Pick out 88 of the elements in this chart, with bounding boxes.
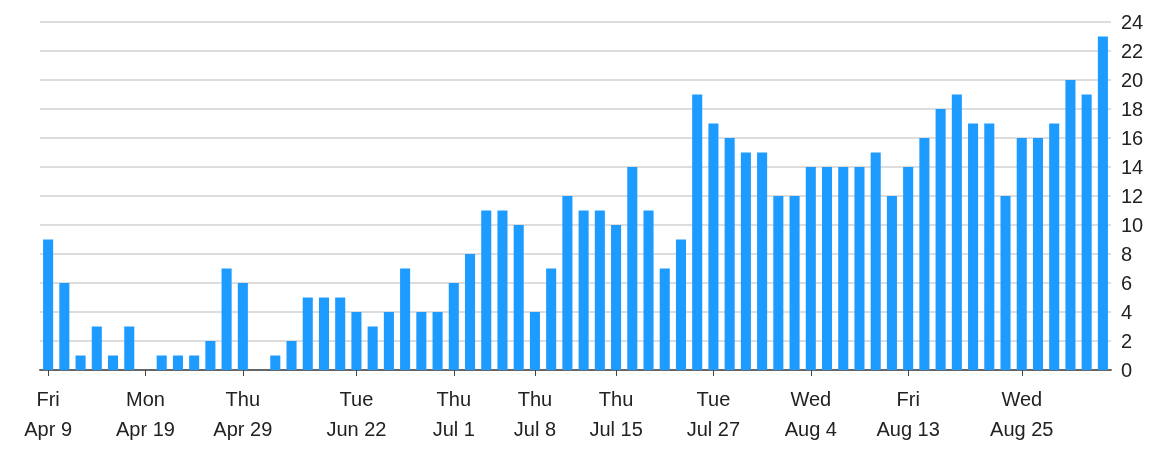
y-tick-label: 10 xyxy=(1121,214,1144,236)
x-tick-label: Thu Jul 8 xyxy=(513,388,557,440)
bar xyxy=(156,355,167,370)
bar xyxy=(270,355,281,370)
bar xyxy=(968,123,979,370)
y-tick-label: 0 xyxy=(1121,359,1133,381)
bar xyxy=(124,326,135,370)
bar xyxy=(708,123,719,370)
bar xyxy=(805,167,816,370)
bar xyxy=(578,210,589,370)
bar xyxy=(675,239,687,370)
y-tick-label: 8 xyxy=(1121,243,1133,265)
bar xyxy=(351,312,362,370)
bar xyxy=(481,210,492,370)
bar xyxy=(740,152,751,370)
bar xyxy=(611,225,622,370)
y-tick-label: 22 xyxy=(1121,40,1144,62)
x-tick-label: Tue Jul 27 xyxy=(686,388,741,440)
bar xyxy=(951,94,962,370)
bar xyxy=(59,283,70,370)
bar xyxy=(367,326,378,370)
bar xyxy=(870,152,881,370)
bar xyxy=(318,297,330,370)
bar xyxy=(205,341,216,370)
bar xyxy=(1081,94,1092,370)
y-tick-label: 24 xyxy=(1121,11,1144,33)
bar xyxy=(773,196,784,370)
x-tick-label: Tue Jun 22 xyxy=(326,388,387,440)
bar xyxy=(886,196,897,370)
bar xyxy=(448,283,459,370)
bar xyxy=(497,210,508,370)
x-tick-label: Wed Aug 4 xyxy=(784,388,837,440)
bar xyxy=(302,297,313,370)
x-tick-label: Fri Apr 9 xyxy=(24,388,73,440)
bar xyxy=(659,268,670,370)
y-tick-label: 16 xyxy=(1121,127,1144,149)
bar xyxy=(432,312,443,370)
y-tick-label: 20 xyxy=(1121,69,1144,91)
x-tick-label: Thu Jul 1 xyxy=(432,388,475,440)
y-tick-label: 12 xyxy=(1121,185,1144,207)
bar xyxy=(1065,80,1076,370)
bar xyxy=(172,355,183,370)
bar xyxy=(546,268,557,370)
bar xyxy=(464,254,476,370)
bar xyxy=(107,355,119,370)
bar xyxy=(221,268,232,370)
bar xyxy=(91,326,102,370)
bar xyxy=(789,196,800,370)
bar xyxy=(286,341,297,370)
bar xyxy=(400,268,411,370)
bar xyxy=(513,225,524,370)
bar xyxy=(627,167,638,370)
y-tick-label: 2 xyxy=(1121,330,1133,352)
x-tick-label: Wed Aug 25 xyxy=(990,388,1054,440)
y-tick-label: 18 xyxy=(1121,98,1144,120)
bar xyxy=(75,355,86,370)
x-tick-label: Fri Aug 13 xyxy=(876,388,940,440)
x-tick-label: Thu Jul 15 xyxy=(589,388,643,440)
bar xyxy=(1049,123,1060,370)
bar xyxy=(643,210,654,370)
bar xyxy=(903,167,914,370)
bar xyxy=(838,167,849,370)
x-tick-label: Mon Apr 19 xyxy=(116,388,175,440)
bar xyxy=(43,239,54,370)
bar xyxy=(984,123,995,370)
bar xyxy=(757,152,768,370)
x-tick-label: Thu Apr 29 xyxy=(213,388,273,440)
bar xyxy=(529,312,540,370)
bar xyxy=(383,312,394,370)
bar xyxy=(935,109,946,370)
bar xyxy=(416,312,427,370)
bar xyxy=(1032,138,1044,370)
bar xyxy=(724,138,735,370)
bar xyxy=(237,283,248,370)
bar xyxy=(919,138,930,370)
bar xyxy=(189,355,200,370)
bar xyxy=(562,196,573,370)
y-tick-label: 14 xyxy=(1121,156,1144,178)
bar xyxy=(594,210,605,370)
bar xyxy=(1000,196,1011,370)
y-tick-label: 6 xyxy=(1121,272,1133,294)
bar xyxy=(1097,36,1108,370)
bar xyxy=(854,167,865,370)
bar xyxy=(821,167,833,370)
bar xyxy=(692,94,703,370)
y-tick-label: 4 xyxy=(1121,301,1133,323)
bar xyxy=(335,297,346,370)
bar xyxy=(1016,138,1027,370)
